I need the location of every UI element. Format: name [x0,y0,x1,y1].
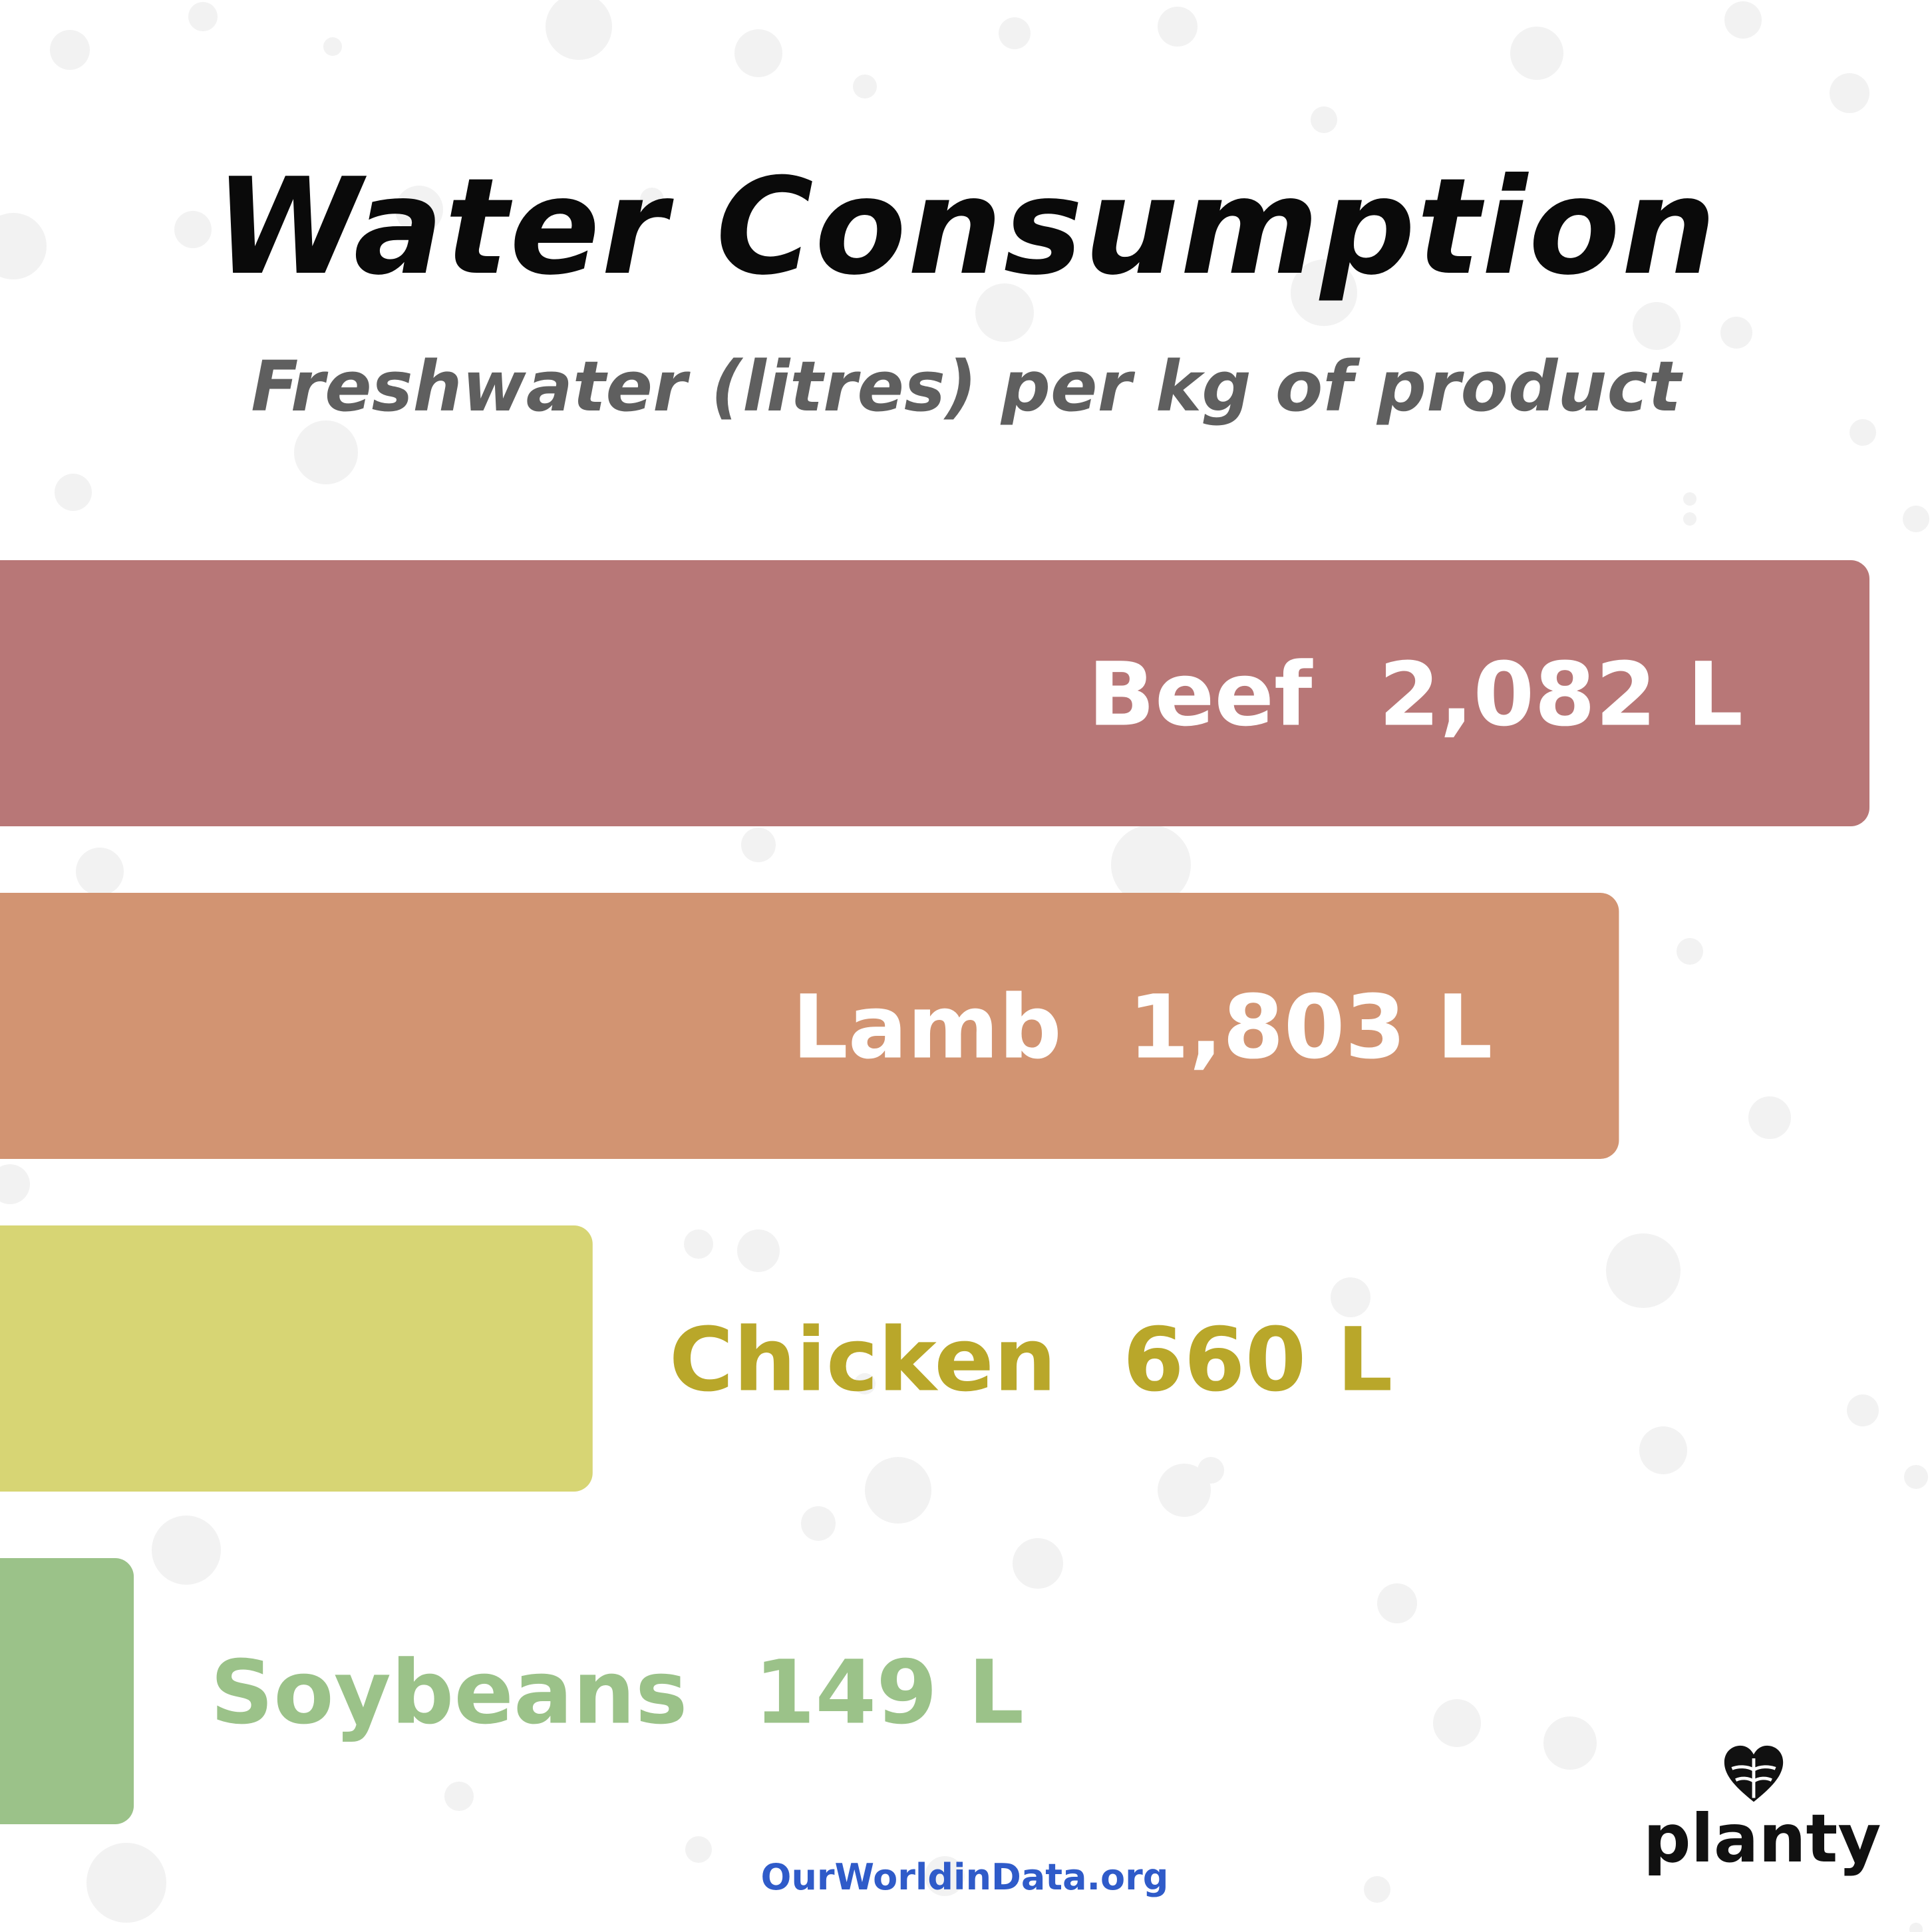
background-dot [1364,1876,1390,1903]
chart-subtitle: Freshwater (litres) per kg of product [251,346,1681,427]
background-dot [734,29,782,77]
background-dot [1903,506,1929,532]
background-dot [685,1836,712,1863]
background-dot [925,1856,965,1896]
background-dot [444,1782,474,1811]
background-dot [1847,1394,1879,1426]
background-dot [55,474,92,511]
background-dot [684,1229,713,1259]
background-dot [1904,1465,1928,1489]
background-dot [1013,1538,1063,1589]
background-dot [1311,106,1337,133]
background-dot [1850,419,1876,446]
background-dot [188,2,218,31]
background-dot [1724,1,1762,39]
bar-chicken [0,1225,593,1492]
background-dot [152,1516,221,1585]
background-dot [1510,27,1563,80]
background-dot [737,1229,780,1272]
background-dot [1198,1457,1224,1484]
brand-logo: planty [1643,1800,1881,1877]
category-label: Lamb [792,977,1062,1079]
background-dot [0,213,47,279]
background-dot [50,30,90,70]
background-dot [801,1506,836,1541]
background-dot [1111,825,1191,905]
background-dot [1291,259,1357,326]
bar-label-soybeans: Soybeans 149 L [210,1642,1024,1744]
background-dot [323,37,342,56]
bar-lamb [0,893,1619,1159]
background-dot [395,186,443,234]
background-dot [1677,938,1703,965]
background-dot [741,828,776,862]
background-dot [1720,317,1752,349]
source-link[interactable]: OurWorldinData.org [760,1856,1169,1898]
background-dot [853,75,877,98]
value-label: 1,803 L [1128,977,1493,1079]
bar-label-beef: Beef 2,082 L [1088,644,1743,746]
category-label: Chicken [669,1309,1056,1412]
leaf-heart-icon [1724,1745,1784,1802]
bar-soybeans [0,1558,134,1824]
background-dot [1158,1464,1211,1517]
value-label: 660 L [1123,1309,1393,1412]
background-dot [86,1843,166,1923]
background-dot [1683,492,1696,506]
bar-label-chicken: Chicken 660 L [669,1309,1393,1412]
background-dot [1683,512,1696,526]
category-label: Soybeans [210,1642,687,1744]
background-dot [174,211,212,248]
chart-title: Water Consumption [214,150,1718,305]
background-dot [1158,7,1198,47]
background-dot [1830,73,1869,113]
background-dot [1543,1716,1597,1770]
background-dot [1639,1426,1687,1474]
background-dot [975,283,1034,342]
bar-beef [0,560,1869,826]
background-dot [1377,1583,1417,1623]
value-label: 2,082 L [1378,644,1743,746]
background-dot [546,0,612,60]
background-dot [1331,1277,1370,1317]
category-label: Beef [1088,644,1313,746]
background-dot [76,848,124,895]
background-dot [999,17,1031,49]
background-dot [640,188,664,212]
value-label: 149 L [754,1642,1025,1744]
background-dot [1633,302,1681,350]
background-dot [0,1164,30,1204]
background-dot [854,1373,876,1394]
background-dot [865,1457,931,1524]
background-dot [294,420,358,484]
background-dot [1433,1699,1481,1747]
background-dot [1909,1923,1923,1932]
background-dot [1606,1233,1681,1308]
bar-label-lamb: Lamb 1,803 L [792,977,1493,1079]
background-dot [1748,1096,1791,1139]
